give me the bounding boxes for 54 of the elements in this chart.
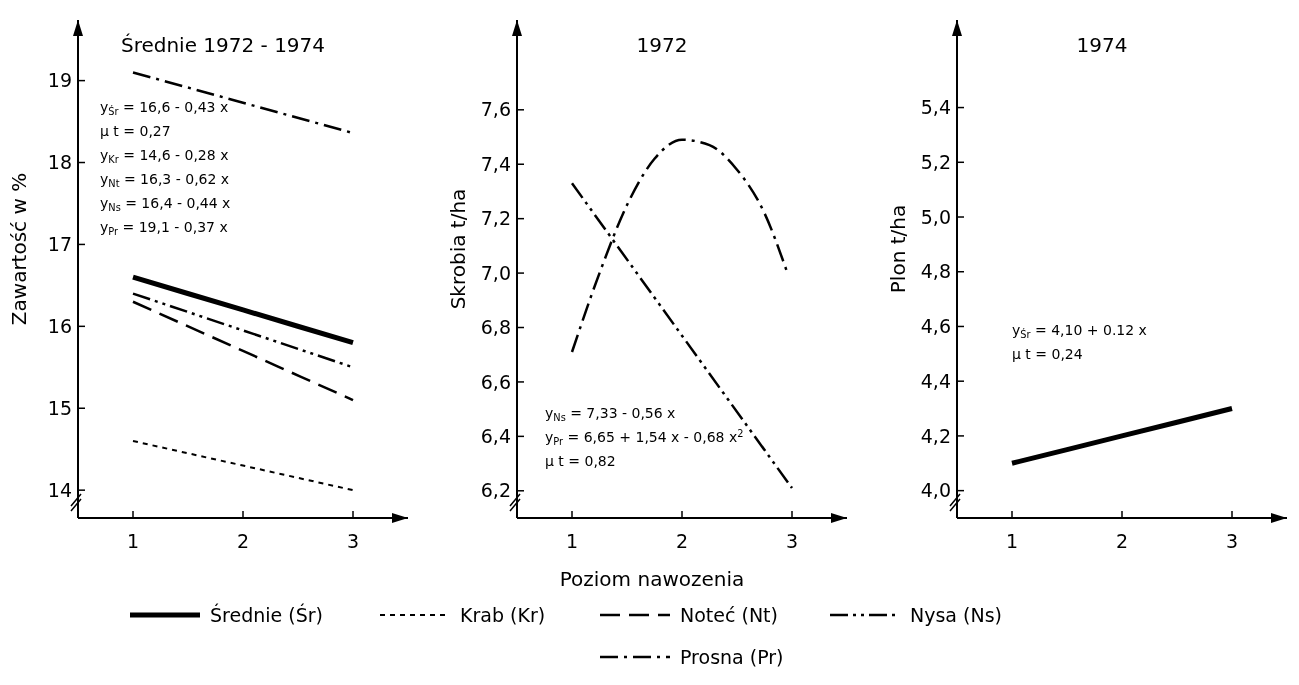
x-tick-label: 3 <box>346 530 360 552</box>
y-tick-label: 4,4 <box>920 369 951 392</box>
annotation: μ t = 0,24 <box>1012 346 1083 362</box>
annotation: y$_{Nt}$ = 16,3 - 0,62 x <box>100 171 230 189</box>
text: 1972 <box>636 33 688 57</box>
x-tick-label: 1 <box>126 530 140 552</box>
x-tick-label: 2 <box>675 530 689 552</box>
y-tick-label: 7,4 <box>480 152 511 175</box>
y-tick-label: 17 <box>47 233 72 256</box>
y-axis-title: Zawartość w % <box>7 172 31 326</box>
annotation: y$_{Ns}$ = 16,4 - 0,44 x <box>100 195 231 213</box>
y-tick-label: 6,2 <box>480 479 511 502</box>
annotation: y$_{Pr}$ = 19,1 - 0,37 x <box>100 219 228 237</box>
text: Średnie 1972 - 1974 <box>120 33 326 57</box>
annotation: y$_{Śr}$ = 16,6 - 0,43 x <box>100 99 229 117</box>
y-tick-label: 4,2 <box>920 424 951 447</box>
y-tick-label: 6,8 <box>480 316 511 339</box>
legend-label: Prosna (Pr) <box>680 645 784 668</box>
x-tick-label: 1 <box>565 530 579 552</box>
legend-label: Średnie (Śr) <box>210 602 323 626</box>
x-tick-label: 2 <box>1115 530 1129 552</box>
y-tick-label: 15 <box>47 396 72 419</box>
y-axis-title: Skrobia t/ha <box>446 188 470 310</box>
annotation: y$_{Ns}$ = 7,33 - 0,56 x <box>545 405 676 423</box>
annotation: y$_{Kr}$ = 14,6 - 0,28 x <box>100 147 229 165</box>
y-tick-label: 18 <box>47 151 72 174</box>
y-tick-label: 4,8 <box>920 260 951 283</box>
y-tick-label: 4,0 <box>920 479 951 502</box>
y-tick-label: 5,4 <box>920 96 951 119</box>
legend-label: Krab (Kr) <box>460 603 546 626</box>
y-tick-label: 4,6 <box>920 315 951 338</box>
x-tick-label: 3 <box>1225 530 1239 552</box>
y-tick-label: 6,4 <box>480 425 511 448</box>
y-tick-label: 19 <box>47 69 72 92</box>
x-tick-label: 3 <box>785 530 799 552</box>
annotation: y$_{Pr}$ = 6,65 + 1,54 x - 0,68 x$^{2}$ <box>545 428 744 447</box>
x-tick-label: 1 <box>1005 530 1019 552</box>
text: 1974 <box>1076 33 1128 57</box>
y-axis-title: Plon t/ha <box>886 204 910 294</box>
y-tick-label: 14 <box>47 478 72 501</box>
y-tick-label: 7,0 <box>480 261 511 284</box>
y-tick-label: 6,6 <box>480 370 511 393</box>
annotation: μ t = 0,82 <box>545 453 616 469</box>
annotation: y$_{Śr}$ = 4,10 + 0.12 x <box>1012 322 1147 340</box>
x-axis-title: Poziom nawozenia <box>559 567 745 591</box>
x-tick-label: 2 <box>236 530 250 552</box>
legend-label: Nysa (Ns) <box>910 603 1002 626</box>
y-tick-label: 7,6 <box>480 98 511 121</box>
y-tick-label: 5,2 <box>920 150 951 173</box>
annotation: μ t = 0,27 <box>100 123 171 139</box>
y-tick-label: 5,0 <box>920 205 951 228</box>
y-tick-label: 7,2 <box>480 207 511 230</box>
legend-label: Noteć (Nt) <box>680 603 778 626</box>
y-tick-label: 16 <box>47 314 72 337</box>
